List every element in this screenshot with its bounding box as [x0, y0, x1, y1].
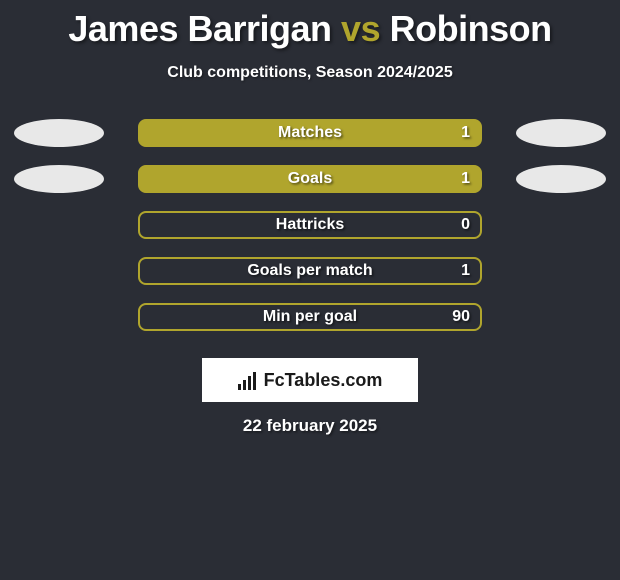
stat-label: Goals per match	[247, 262, 372, 280]
stat-value: 1	[461, 262, 470, 280]
page-title: James Barrigan vs Robinson	[0, 0, 620, 50]
stat-row: Hattricks 0	[0, 202, 620, 248]
player2-name: Robinson	[390, 8, 552, 49]
stat-value: 0	[461, 216, 470, 234]
stat-bar: Hattricks 0	[138, 211, 482, 239]
stat-label: Matches	[278, 124, 342, 142]
stat-label: Min per goal	[263, 308, 357, 326]
brand-text: FcTables.com	[264, 370, 383, 391]
bar-chart-icon	[238, 370, 258, 390]
vs-text: vs	[341, 8, 380, 49]
stat-bar: Min per goal 90	[138, 303, 482, 331]
stat-bar: Goals per match 1	[138, 257, 482, 285]
stat-value: 1	[461, 170, 470, 188]
brand-box[interactable]: FcTables.com	[202, 358, 418, 402]
player2-pill	[516, 119, 606, 147]
stat-bar: Goals 1	[138, 165, 482, 193]
stat-label: Goals	[288, 170, 332, 188]
stat-value: 90	[452, 308, 470, 326]
date-text: 22 february 2025	[0, 416, 620, 436]
stat-row: Goals 1	[0, 156, 620, 202]
stat-bar: Matches 1	[138, 119, 482, 147]
player1-pill	[14, 119, 104, 147]
stats-container: Matches 1 Goals 1 Hattricks 0 Goals per match 1…	[0, 110, 620, 340]
player1-name: James Barrigan	[68, 8, 331, 49]
stat-row: Min per goal 90	[0, 294, 620, 340]
stat-label: Hattricks	[276, 216, 344, 234]
stat-row: Goals per match 1	[0, 248, 620, 294]
player2-pill	[516, 165, 606, 193]
stat-value: 1	[461, 124, 470, 142]
player1-pill	[14, 165, 104, 193]
subtitle: Club competitions, Season 2024/2025	[0, 64, 620, 82]
stat-row: Matches 1	[0, 110, 620, 156]
